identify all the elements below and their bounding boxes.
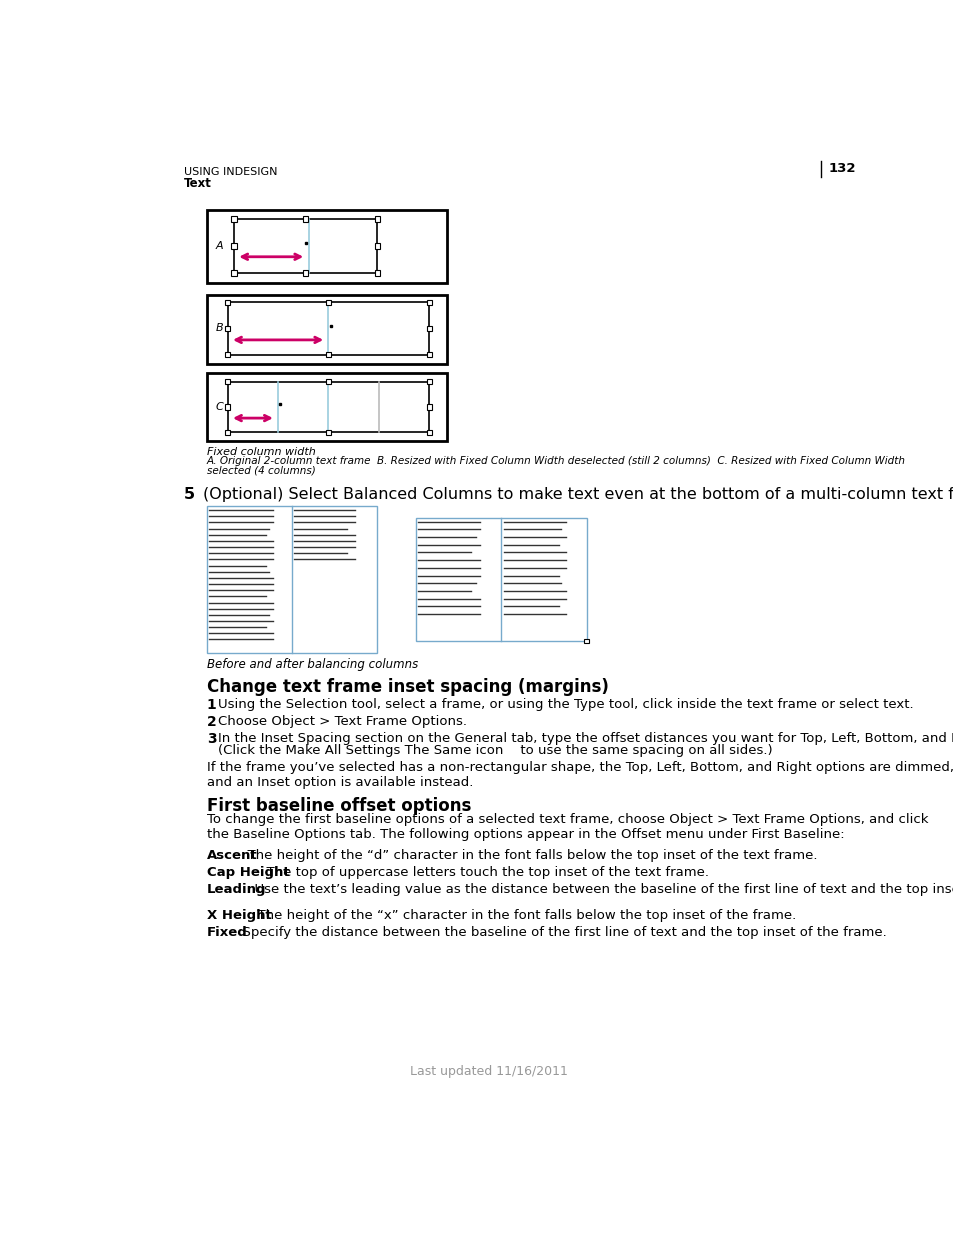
Bar (225, 352, 231, 357)
Text: Text: Text (183, 178, 212, 190)
Text: C: C (215, 401, 223, 412)
Text: 132: 132 (827, 163, 855, 175)
Bar (325, 379, 331, 384)
Bar (426, 300, 432, 305)
Text: Choose Object > Text Frame Options.: Choose Object > Text Frame Options. (218, 715, 467, 727)
Text: A: A (215, 241, 223, 251)
Bar (225, 379, 231, 384)
Bar (325, 300, 331, 305)
Text: A. Original 2-column text frame  B. Resized with Fixed Column Width deselected (: A. Original 2-column text frame B. Resiz… (207, 456, 905, 466)
Text: Cap Height: Cap Height (207, 866, 289, 879)
Bar (303, 270, 308, 275)
Text: 2: 2 (207, 715, 216, 729)
Text: The height of the “d” character in the font falls below the top inset of the tex: The height of the “d” character in the f… (239, 848, 817, 862)
Text: Before and after balancing columns: Before and after balancing columns (207, 658, 417, 671)
Bar (225, 300, 231, 305)
Text: (Optional) Select Balanced Columns to make text even at the bottom of a multi-co: (Optional) Select Balanced Columns to ma… (203, 487, 953, 501)
Text: 1: 1 (207, 698, 216, 713)
Bar (375, 216, 379, 222)
Bar (426, 430, 432, 435)
Bar (207, 294, 447, 364)
Bar (207, 373, 447, 441)
Bar (231, 243, 236, 248)
Text: 5: 5 (183, 487, 194, 501)
Text: The height of the “x” character in the font falls below the top inset of the fra: The height of the “x” character in the f… (249, 909, 795, 923)
Text: Ascent: Ascent (207, 848, 257, 862)
Text: 3: 3 (207, 732, 216, 746)
Text: Change text frame inset spacing (margins): Change text frame inset spacing (margins… (207, 678, 608, 697)
Text: USING INDESIGN: USING INDESIGN (183, 168, 276, 178)
Text: (Click the Make All Settings The Same icon    to use the same spacing on all sid: (Click the Make All Settings The Same ic… (218, 745, 772, 757)
Bar (225, 404, 231, 410)
Text: Fixed column width: Fixed column width (207, 447, 315, 457)
Bar (233, 219, 377, 273)
Bar (583, 638, 588, 643)
Bar (228, 303, 429, 354)
Text: To change the first baseline options of a selected text frame, choose Object > T: To change the first baseline options of … (207, 814, 927, 841)
Bar (375, 243, 379, 248)
Bar (231, 270, 236, 275)
Bar (303, 216, 308, 222)
Text: Use the text’s leading value as the distance between the baseline of the first l: Use the text’s leading value as the dist… (245, 883, 953, 895)
Bar (207, 210, 447, 283)
Text: In the Inset Spacing section on the General tab, type the offset distances you w: In the Inset Spacing section on the Gene… (218, 732, 953, 745)
Text: Using the Selection tool, select a frame, or using the Type tool, click inside t: Using the Selection tool, select a frame… (218, 698, 913, 711)
Text: First baseline offset options: First baseline offset options (207, 797, 471, 815)
Bar (325, 430, 331, 435)
Text: B: B (215, 324, 223, 333)
Bar (225, 430, 231, 435)
Text: If the frame you’ve selected has a non-rectangular shape, the Top, Left, Bottom,: If the frame you’ve selected has a non-r… (207, 761, 953, 789)
Bar (225, 326, 231, 331)
Bar (207, 506, 377, 652)
Text: Specify the distance between the baseline of the first line of text and the top : Specify the distance between the baselin… (233, 926, 885, 939)
Bar (426, 326, 432, 331)
Bar (416, 517, 586, 641)
Bar (426, 379, 432, 384)
Bar (426, 352, 432, 357)
Text: Fixed: Fixed (207, 926, 248, 939)
Bar (426, 404, 432, 410)
Bar (228, 382, 429, 432)
Bar (231, 216, 236, 222)
Text: X Height: X Height (207, 909, 272, 923)
Text: selected (4 columns): selected (4 columns) (207, 466, 315, 475)
Bar (325, 352, 331, 357)
Text: Leading: Leading (207, 883, 266, 895)
Text: The top of uppercase letters touch the top inset of the text frame.: The top of uppercase letters touch the t… (257, 866, 708, 879)
Text: Last updated 11/16/2011: Last updated 11/16/2011 (410, 1065, 567, 1078)
Bar (375, 270, 379, 275)
